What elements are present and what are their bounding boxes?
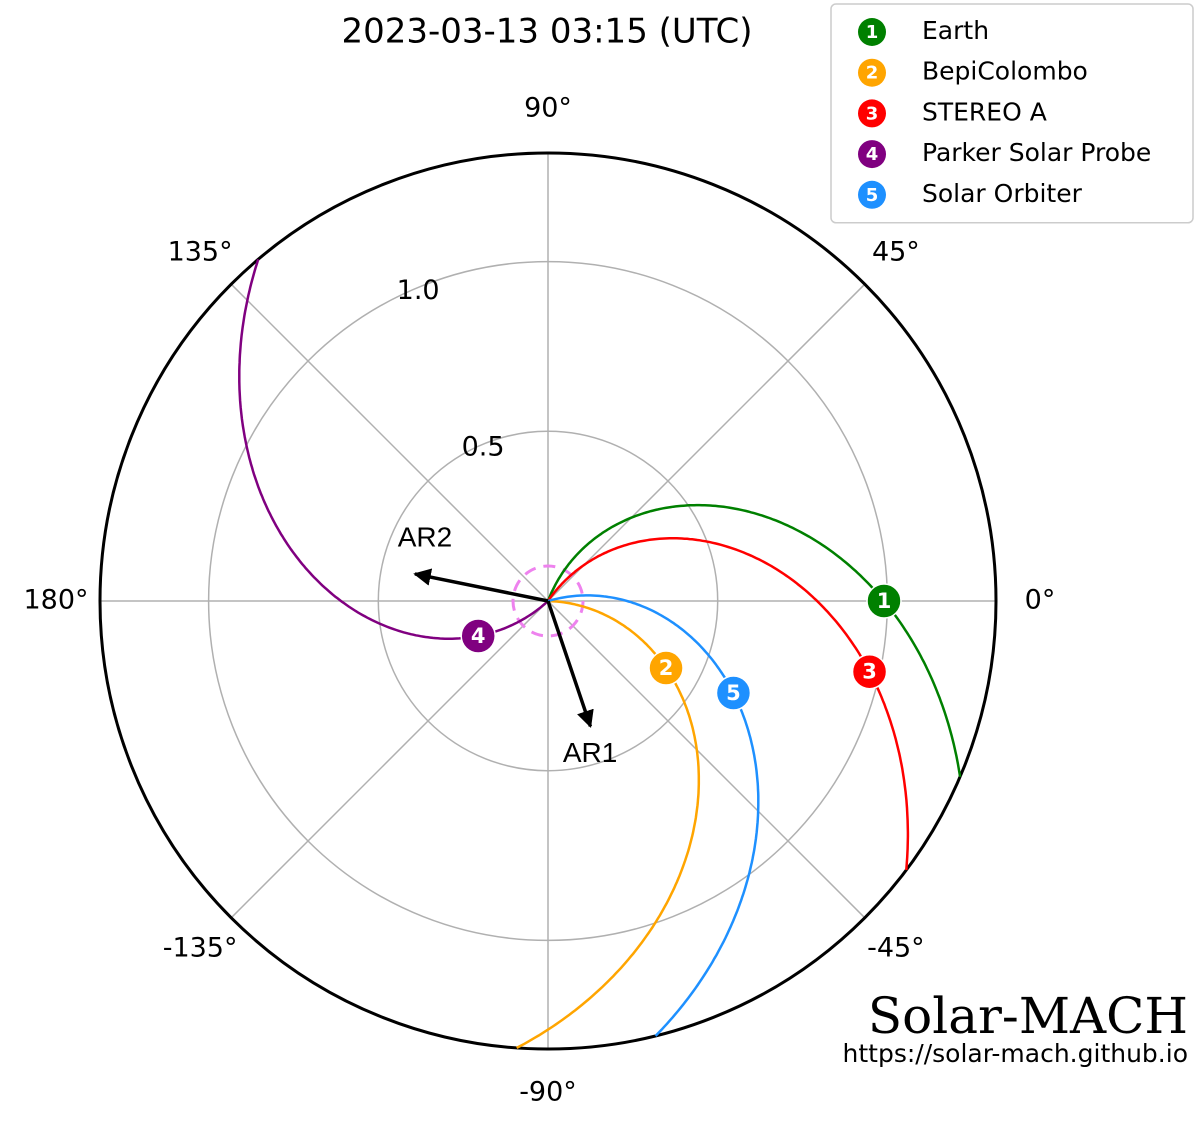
theta-tick-label: 135° xyxy=(168,237,233,268)
r-tick-label: 0.5 xyxy=(462,432,505,463)
brand: Solar-MACH xyxy=(868,987,1188,1045)
body-marker-label: 5 xyxy=(726,681,741,705)
r-tick-label: 1.0 xyxy=(397,275,440,306)
spiral xyxy=(547,594,760,1037)
theta-grid-line xyxy=(547,600,866,919)
body-marker-label: 1 xyxy=(877,589,892,613)
chart-title: 2023-03-13 03:15 (UTC) xyxy=(341,12,752,52)
body-marker xyxy=(460,618,496,654)
outer-boundary xyxy=(98,151,998,1051)
arrow xyxy=(546,600,594,729)
arrow-label: AR2 xyxy=(398,521,452,552)
spiral xyxy=(516,599,701,1050)
legend-marker-label: 1 xyxy=(866,22,879,43)
legend-marker xyxy=(858,180,886,209)
legend-marker xyxy=(858,58,886,87)
theta-tick-label: -135° xyxy=(163,932,238,963)
theta-grid-line xyxy=(547,283,866,602)
theta-tick-label: 45° xyxy=(872,237,920,268)
legend-marker xyxy=(858,99,886,128)
legend-box xyxy=(830,3,1194,224)
body-marker xyxy=(648,650,684,686)
r-grid-line xyxy=(377,430,719,772)
theta-tick-label: 180° xyxy=(23,585,88,616)
theta-tick-label: 0° xyxy=(1025,585,1056,616)
legend-marker-label: 4 xyxy=(866,144,879,165)
spiral xyxy=(546,503,962,778)
arrow-label: AR1 xyxy=(563,737,617,768)
legend-label: Solar Orbiter xyxy=(922,179,1083,208)
body-marker-label: 3 xyxy=(862,660,877,684)
legend-marker xyxy=(858,140,886,169)
legend-label: BepiColombo xyxy=(922,57,1088,86)
body-marker xyxy=(715,675,752,711)
legend-marker xyxy=(858,18,886,46)
body-marker xyxy=(866,583,902,619)
theta-grid-line xyxy=(230,283,549,602)
theta-grid-line xyxy=(230,600,549,919)
theta-tick-label: -90° xyxy=(519,1077,577,1108)
legend-label: Parker Solar Probe xyxy=(922,138,1151,167)
sun-marker xyxy=(511,564,585,638)
legend-marker-label: 2 xyxy=(866,63,879,84)
legend-marker-label: 5 xyxy=(866,185,879,206)
arrow xyxy=(413,568,549,603)
body-marker-label: 2 xyxy=(659,656,674,680)
spiral xyxy=(546,537,910,871)
body-marker xyxy=(851,653,888,690)
url: https://solar-mach.github.io xyxy=(843,1039,1188,1068)
legend-marker-label: 3 xyxy=(866,103,879,124)
legend-label: Earth xyxy=(922,16,989,45)
theta-tick-label: 90° xyxy=(524,93,572,124)
theta-tick-label: -45° xyxy=(867,932,925,963)
legend-label: STEREO A xyxy=(922,97,1047,126)
body-marker-label: 4 xyxy=(471,624,486,648)
